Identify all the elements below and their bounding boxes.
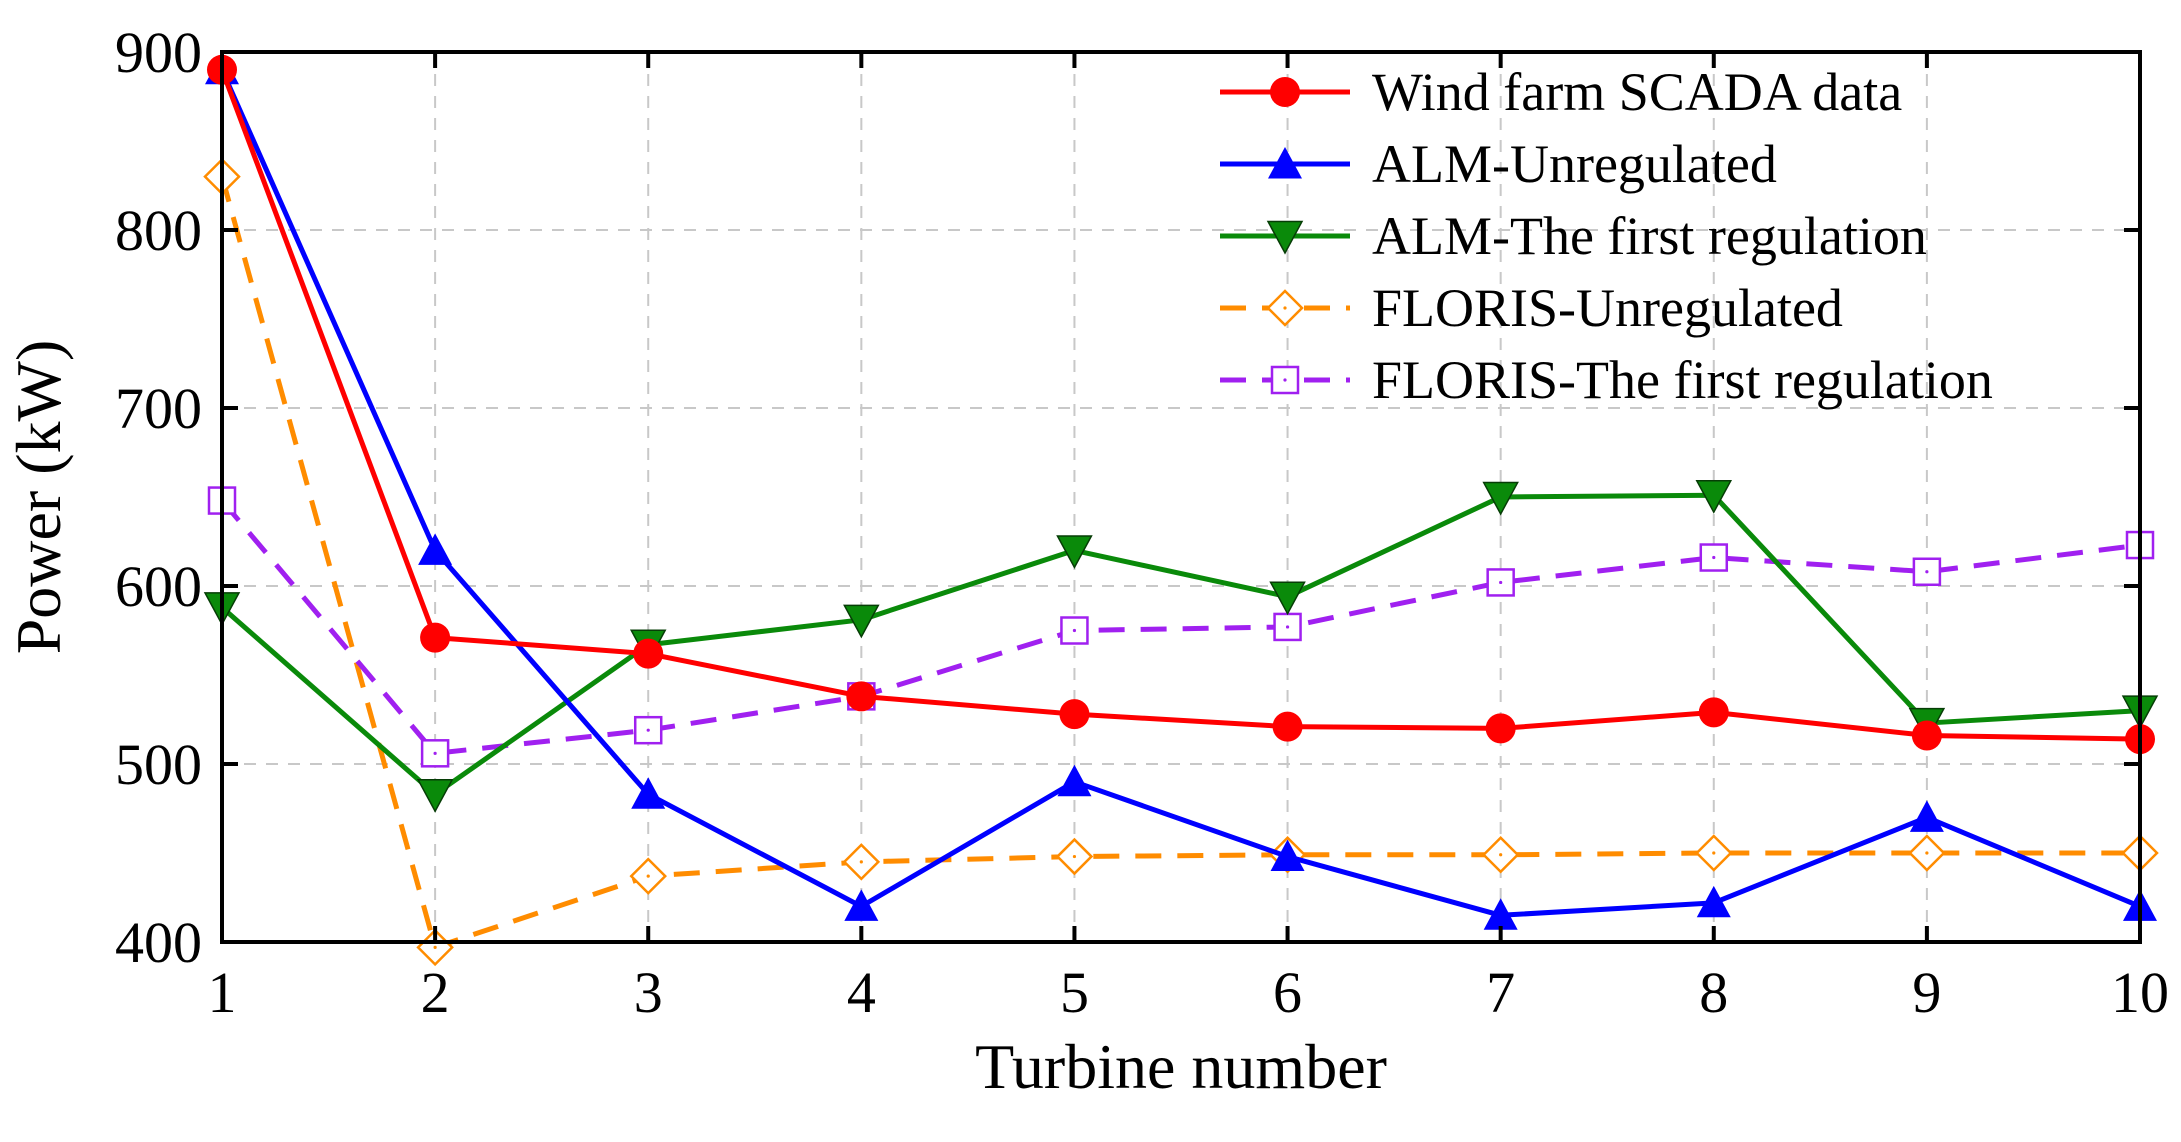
x-tick-label: 5 bbox=[1060, 960, 1089, 1025]
marker-center-dot bbox=[1712, 555, 1716, 560]
data-point bbox=[1698, 697, 1729, 728]
legend-label: FLORIS-Unregulated bbox=[1372, 278, 1843, 338]
marker-center-dot bbox=[1283, 306, 1287, 310]
marker-center-dot bbox=[1285, 625, 1290, 629]
data-point bbox=[418, 533, 453, 565]
y-tick-label: 500 bbox=[115, 732, 202, 797]
data-point bbox=[1696, 885, 1731, 918]
y-tick-label: 900 bbox=[115, 20, 202, 85]
legend-marker bbox=[1270, 77, 1300, 107]
grid-lines bbox=[222, 52, 2140, 942]
marker-center-dot bbox=[433, 945, 437, 949]
legend-item: ALM-Unregulated bbox=[1220, 134, 1777, 194]
data-point bbox=[1059, 699, 1090, 730]
marker-center-dot bbox=[1499, 853, 1503, 857]
data-point bbox=[1060, 616, 1089, 645]
series-line bbox=[219, 175, 2140, 950]
x-tick-label: 1 bbox=[208, 960, 237, 1025]
marker-center-dot bbox=[1283, 378, 1287, 382]
marker-center-dot bbox=[1712, 851, 1716, 855]
series-line bbox=[220, 498, 2141, 756]
x-tick-label: 2 bbox=[421, 960, 450, 1025]
legend: Wind farm SCADA data ALM-Unregulated ALM-T… bbox=[1220, 62, 1993, 410]
x-tick-label: 10 bbox=[2111, 960, 2169, 1025]
data-point bbox=[416, 779, 454, 813]
legend-label: ALM-The first regulation bbox=[1372, 206, 1927, 266]
data-point bbox=[844, 889, 879, 921]
y-axis-label: Power (kW) bbox=[3, 340, 74, 655]
x-tick-label: 4 bbox=[847, 960, 876, 1025]
data-point bbox=[1485, 713, 1516, 744]
x-tick-label: 7 bbox=[1486, 960, 1515, 1025]
data-point bbox=[1909, 800, 1944, 832]
legend-label: FLORIS-The first regulation bbox=[1372, 350, 1993, 410]
y-tick-label: 700 bbox=[115, 376, 202, 441]
data-point bbox=[1056, 535, 1093, 569]
marker-center-dot bbox=[646, 728, 650, 732]
data-point bbox=[1483, 898, 1518, 930]
data-point bbox=[633, 638, 664, 669]
axis-ticks: 1 2 3 4 5 6 7 8 9 10 400 500 600 700 800 900 bbox=[115, 20, 2169, 1025]
legend-item: ALM-The first regulation bbox=[1220, 206, 1927, 266]
marker-center-dot bbox=[1072, 628, 1077, 633]
y-tick-label: 600 bbox=[115, 554, 202, 619]
series-1 bbox=[205, 52, 2157, 930]
marker-center-dot bbox=[646, 874, 650, 878]
plot-frame bbox=[220, 50, 2142, 944]
data-point bbox=[1911, 720, 1942, 751]
x-tick-label: 3 bbox=[634, 960, 663, 1025]
data-point bbox=[1272, 711, 1303, 742]
legend-label: ALM-Unregulated bbox=[1372, 134, 1777, 194]
marker-center-dot bbox=[1925, 851, 1929, 855]
data-point bbox=[846, 681, 877, 712]
data-point bbox=[843, 604, 880, 639]
x-axis-label: Turbine number bbox=[975, 1031, 1387, 1102]
legend-item: Wind farm SCADA data bbox=[1220, 62, 1902, 122]
data-point bbox=[631, 777, 666, 809]
y-tick-label: 400 bbox=[115, 910, 202, 975]
data-point bbox=[1695, 480, 1733, 514]
data-point bbox=[1482, 481, 1519, 516]
data-point bbox=[633, 715, 663, 745]
marker-center-dot bbox=[1072, 854, 1077, 859]
series-layer bbox=[203, 52, 2159, 967]
series-line bbox=[219, 68, 2141, 742]
data-point bbox=[1269, 581, 1306, 616]
series-line bbox=[219, 68, 2141, 918]
data-point bbox=[1270, 839, 1305, 872]
series-line bbox=[220, 492, 2141, 797]
legend-label: Wind farm SCADA data bbox=[1372, 62, 1902, 122]
x-tick-label: 9 bbox=[1912, 960, 1941, 1025]
series-2 bbox=[203, 480, 2159, 813]
marker-center-dot bbox=[1925, 570, 1929, 574]
legend-marker bbox=[1268, 147, 1302, 179]
x-tick-label: 8 bbox=[1699, 960, 1728, 1025]
marker-center-dot bbox=[859, 860, 863, 864]
data-point bbox=[1273, 612, 1302, 642]
data-point bbox=[420, 622, 451, 653]
legend-item: FLORIS-The first regulation bbox=[1220, 350, 1993, 410]
marker-center-dot bbox=[433, 751, 437, 755]
legend-marker bbox=[1266, 220, 1304, 255]
legend-item: FLORIS-Unregulated bbox=[1220, 278, 1843, 338]
data-point bbox=[1057, 764, 1092, 797]
marker-center-dot bbox=[1499, 580, 1503, 585]
series-3 bbox=[203, 157, 2159, 967]
x-tick-label: 6 bbox=[1273, 960, 1302, 1025]
y-tick-label: 800 bbox=[115, 198, 202, 263]
